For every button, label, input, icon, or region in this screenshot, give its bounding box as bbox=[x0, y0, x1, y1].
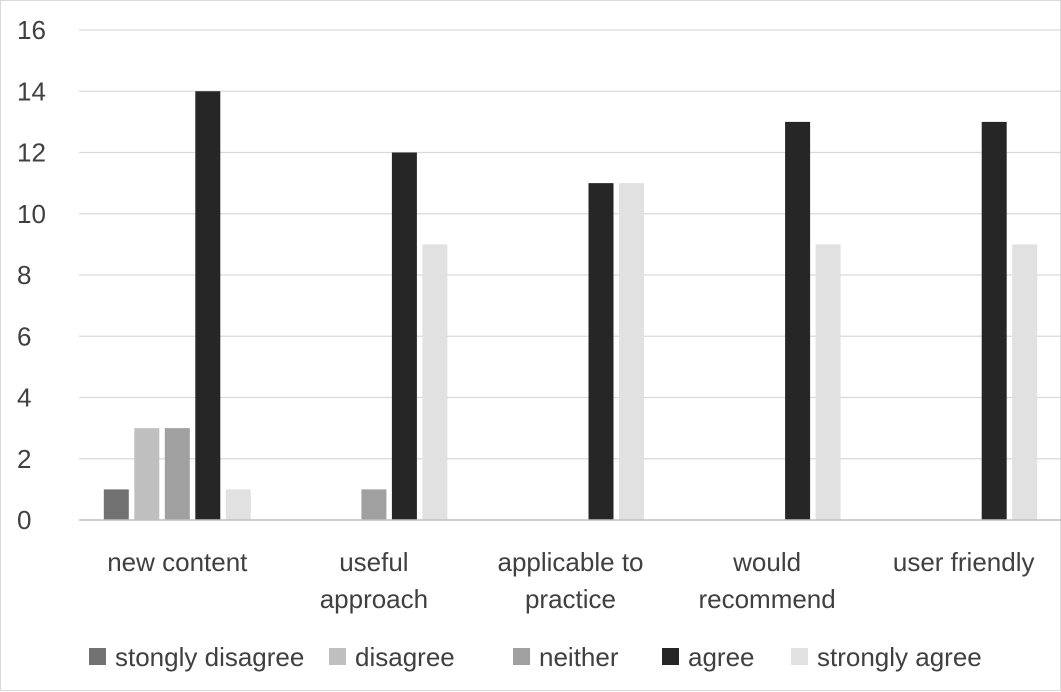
legend-label: strongly agree bbox=[817, 642, 982, 672]
legend-label: agree bbox=[688, 642, 755, 672]
bar bbox=[391, 152, 417, 520]
bar bbox=[785, 121, 811, 521]
y-tick-label: 16 bbox=[17, 15, 46, 45]
y-tick-label: 0 bbox=[17, 505, 31, 535]
bar bbox=[588, 183, 614, 521]
y-axis-ticks: 0 2 4 6 8 10 12 14 16 bbox=[17, 15, 46, 535]
category-labels: new content useful approach applicable to pr… bbox=[107, 547, 1034, 614]
y-tick-label: 6 bbox=[17, 321, 31, 351]
legend-swatch bbox=[791, 648, 808, 665]
bar bbox=[164, 428, 190, 521]
x-tick-label: approach bbox=[320, 584, 428, 614]
bar bbox=[361, 489, 387, 521]
y-tick-label: 10 bbox=[17, 199, 46, 229]
y-tick-label: 14 bbox=[17, 76, 46, 106]
y-tick-label: 4 bbox=[17, 383, 31, 413]
legend-swatch bbox=[662, 648, 679, 665]
x-tick-label: new content bbox=[107, 547, 248, 577]
x-tick-label: applicable to bbox=[498, 547, 644, 577]
gridlines bbox=[79, 29, 1061, 460]
bar bbox=[195, 91, 221, 520]
bars bbox=[103, 91, 1038, 521]
bar bbox=[103, 489, 129, 521]
legend-label: stongly disagree bbox=[115, 642, 304, 672]
bar bbox=[815, 244, 841, 521]
legend: stongly disagree disagree neither agree stro… bbox=[89, 642, 982, 672]
bar bbox=[134, 428, 160, 521]
bar bbox=[981, 121, 1007, 521]
y-tick-label: 8 bbox=[17, 260, 31, 290]
bar bbox=[619, 183, 644, 521]
legend-swatch bbox=[329, 648, 346, 665]
y-tick-label: 2 bbox=[17, 444, 31, 474]
y-tick-label: 12 bbox=[17, 138, 46, 168]
bar bbox=[1012, 244, 1038, 521]
legend-swatch bbox=[513, 648, 530, 665]
x-tick-label: user friendly bbox=[893, 547, 1035, 577]
legend-swatch bbox=[89, 648, 106, 665]
bar bbox=[225, 489, 251, 521]
legend-label: disagree bbox=[355, 642, 455, 672]
x-tick-label: recommend bbox=[698, 584, 835, 614]
x-tick-label: practice bbox=[525, 584, 616, 614]
bar bbox=[422, 244, 448, 521]
x-tick-label: useful bbox=[339, 547, 408, 577]
x-tick-label: would bbox=[732, 547, 801, 577]
legend-label: neither bbox=[539, 642, 619, 672]
